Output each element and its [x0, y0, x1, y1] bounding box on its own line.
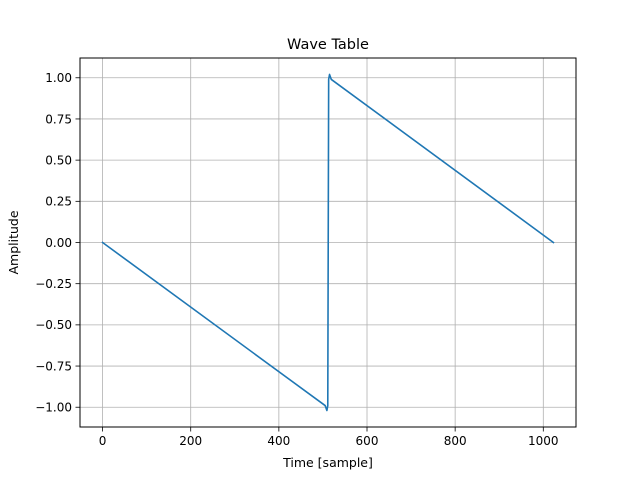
y-tick-label: −0.50 [35, 318, 72, 332]
x-tick-label: 400 [267, 434, 290, 448]
x-tick-label: 0 [99, 434, 107, 448]
y-tick-label: 0.25 [45, 195, 72, 209]
y-tick-label: −1.00 [35, 401, 72, 415]
x-tick-label: 800 [444, 434, 467, 448]
y-tick-label: 0.00 [45, 236, 72, 250]
ticks-layer: 0 200 400 600 800 1000 −1.00 −0.75 −0.50 −0.25 0.0… [35, 71, 558, 448]
series-line-0 [101, 73, 555, 412]
y-tick-label: −0.75 [35, 359, 72, 373]
chart-title: Wave Table [287, 37, 369, 53]
series-layer [101, 73, 555, 412]
y-tick-label: 0.75 [45, 112, 72, 126]
x-axis-label: Time [sample] [282, 455, 373, 470]
y-tick-label: 1.00 [45, 71, 72, 85]
y-tick-label: −0.25 [35, 277, 72, 291]
y-axis-label: Amplitude [6, 210, 21, 274]
x-tick-label: 600 [356, 434, 379, 448]
x-tick-label: 1000 [528, 434, 559, 448]
y-tick-label: 0.50 [45, 153, 72, 167]
x-tick-label: 200 [179, 434, 202, 448]
